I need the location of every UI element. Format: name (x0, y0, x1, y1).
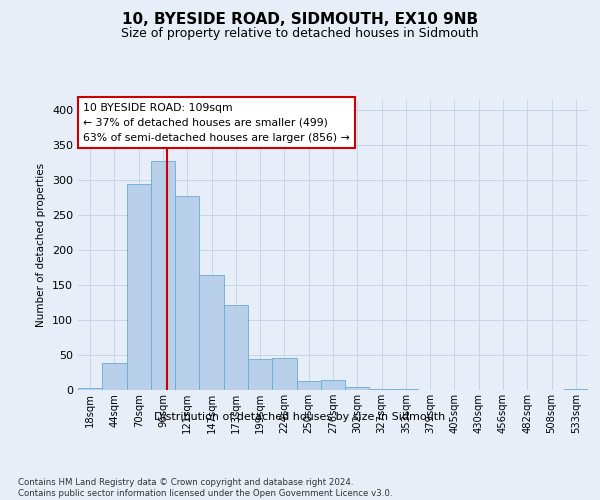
Text: Distribution of detached houses by size in Sidmouth: Distribution of detached houses by size … (154, 412, 446, 422)
Text: 10, BYESIDE ROAD, SIDMOUTH, EX10 9NB: 10, BYESIDE ROAD, SIDMOUTH, EX10 9NB (122, 12, 478, 28)
Text: Contains HM Land Registry data © Crown copyright and database right 2024.
Contai: Contains HM Land Registry data © Crown c… (18, 478, 392, 498)
Bar (296, 381, 321, 390)
Bar (199, 274, 224, 390)
Text: Size of property relative to detached houses in Sidmouth: Size of property relative to detached ho… (121, 28, 479, 40)
Bar (127, 184, 151, 390)
Bar (78, 388, 102, 390)
Bar (272, 358, 296, 390)
Bar (345, 386, 370, 390)
Y-axis label: Number of detached properties: Number of detached properties (37, 163, 46, 327)
Text: 10 BYESIDE ROAD: 109sqm
← 37% of detached houses are smaller (499)
63% of semi-d: 10 BYESIDE ROAD: 109sqm ← 37% of detache… (83, 103, 350, 142)
Bar (224, 304, 248, 390)
Bar (151, 161, 175, 390)
Bar (394, 388, 418, 390)
Bar (175, 196, 199, 390)
Bar (248, 358, 272, 390)
Bar (102, 364, 127, 390)
Bar (321, 380, 345, 390)
